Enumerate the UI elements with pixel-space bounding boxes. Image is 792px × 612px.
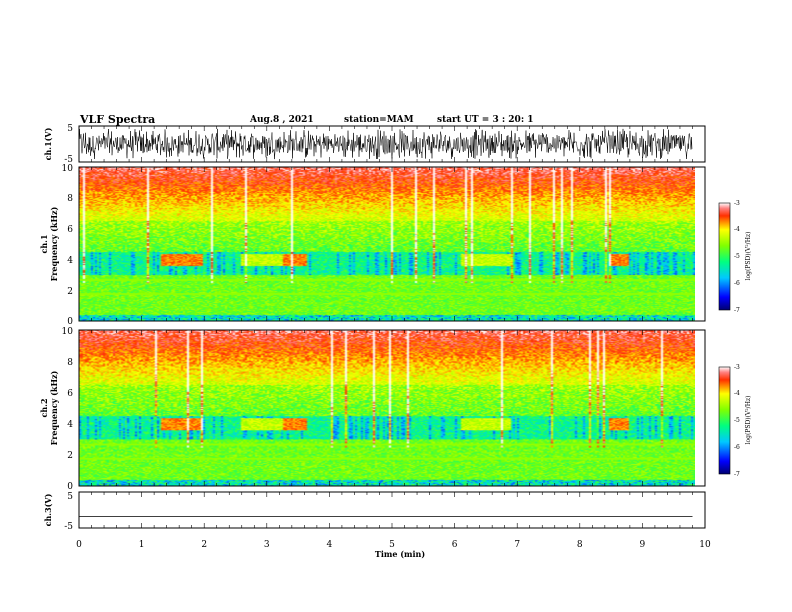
- time-tick-label: 4: [327, 540, 333, 550]
- ch1-ylabel: ch.1(V): [43, 127, 53, 160]
- time-tick-label: 7: [514, 540, 520, 550]
- ch3-ytick-bottom: -5: [64, 522, 73, 532]
- cb2-tick-m5: -5: [734, 417, 740, 424]
- time-axis-ticks: [78, 126, 706, 528]
- ch2-freq-tick-2: 2: [67, 451, 73, 461]
- ch2-spectrogram-image: [79, 330, 695, 486]
- ch1-spectrogram-panel: 0 2 4 6 8 10 ch.1 Frequency (kHz): [39, 164, 706, 327]
- cb2-tick-m7: -7: [734, 471, 740, 478]
- ch1-freq-tick-10: 10: [62, 164, 74, 174]
- ch3-ylabel: ch.3(V): [43, 493, 53, 526]
- ch1-ytick-bottom: -5: [64, 155, 73, 165]
- ch2-freq-label: Frequency (kHz): [49, 370, 59, 445]
- ch2-spectrogram-panel: 0 2 4 6 8 10 ch.2 Frequency (kHz): [39, 327, 706, 492]
- cb1-tick-m6: -6: [734, 280, 740, 287]
- time-axis-labels: 0 1 2 3 4 5 6 7 8 9 10: [76, 540, 711, 550]
- station-label: station=MAM: [344, 115, 414, 125]
- cb2-tick-m3: -3: [734, 364, 740, 371]
- ch3-ytick-top: 5: [67, 492, 73, 502]
- ch1-freq-tick-4: 4: [67, 256, 73, 266]
- figure-title: VLF Spectra: [79, 113, 155, 126]
- ch1-ytick-top: 5: [67, 124, 73, 134]
- ch1-channel-label: ch.1: [39, 234, 49, 253]
- time-tick-label: 10: [699, 540, 711, 550]
- time-tick-label: 8: [577, 540, 583, 550]
- ch1-freq-tick-2: 2: [67, 287, 73, 297]
- time-tick-label: 6: [452, 540, 458, 550]
- cb2-label: log(PSD)(V²/Hz): [745, 396, 752, 445]
- ch2-freq-tick-6: 6: [67, 389, 73, 399]
- time-tick-label: 5: [389, 540, 395, 550]
- ch3-waveform-panel: 5 -5 ch.3(V): [43, 491, 706, 532]
- ch2-freq-tick-0: 0: [67, 482, 73, 492]
- start-time-label: start UT = 3 : 20: 1: [437, 115, 534, 125]
- cb2-tick-m4: -4: [734, 390, 740, 397]
- ch1-waveform-path: [78, 128, 693, 160]
- ch2-freq-tick-4: 4: [67, 420, 73, 430]
- ch1-freq-tick-8: 8: [67, 194, 73, 204]
- cb2-tick-m6: -6: [734, 444, 740, 451]
- time-tick-label: 3: [264, 540, 270, 550]
- ch2-channel-label: ch.2: [39, 398, 49, 417]
- ch2-freq-tick-10: 10: [62, 327, 74, 337]
- ch1-colorbar: -3 -4 -5 -6 -7 log(PSD)(V²/Hz): [718, 200, 752, 314]
- ch1-freq-tick-6: 6: [67, 225, 73, 235]
- ch1-waveform-trace: [78, 128, 693, 160]
- ch1-waveform-panel: 5 -5 ch.1(V): [43, 124, 706, 165]
- ch2-freq-tick-8: 8: [67, 358, 73, 368]
- cb1-tick-m5: -5: [734, 253, 740, 260]
- ch1-freq-label: Frequency (kHz): [49, 206, 59, 281]
- ch1-freq-tick-0: 0: [67, 317, 73, 327]
- ch2-colorbar: -3 -4 -5 -6 -7 log(PSD)(V²/Hz): [718, 364, 752, 478]
- time-axis-label: Time (min): [375, 549, 425, 559]
- date-label: Aug.8 , 2021: [249, 115, 314, 125]
- cb1-label: log(PSD)(V²/Hz): [745, 232, 752, 281]
- time-tick-label: 0: [76, 540, 82, 550]
- time-tick-label: 2: [201, 540, 207, 550]
- time-tick-label: 9: [640, 540, 646, 550]
- ch1-spectrogram-image: [79, 167, 695, 321]
- cb1-tick-m4: -4: [734, 226, 740, 233]
- cb1-tick-m3: -3: [734, 200, 740, 207]
- cb1-tick-m7: -7: [734, 307, 740, 314]
- time-tick-label: 1: [139, 540, 145, 550]
